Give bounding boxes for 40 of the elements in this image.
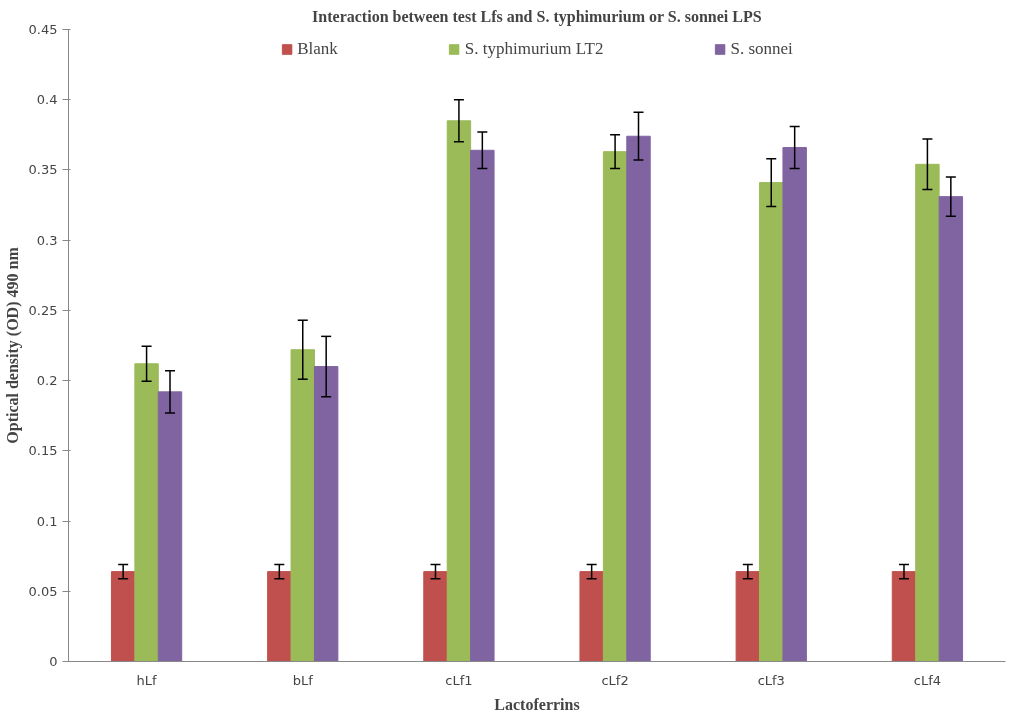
y-tick-label: 0.4 (36, 92, 58, 108)
x-tick-label: cLf2 (601, 672, 629, 688)
bar (626, 135, 651, 662)
y-tick-label: 0.15 (28, 443, 58, 459)
bar (915, 163, 940, 662)
legend-label: Blank (297, 39, 338, 59)
bar (759, 182, 784, 662)
x-tick-label: cLf1 (445, 672, 473, 688)
bar (782, 146, 807, 662)
y-tick-label: 0.35 (28, 162, 58, 178)
bar (602, 151, 628, 662)
bar (735, 571, 761, 662)
y-tick-label: 0 (49, 654, 58, 669)
x-tick-label: bLf (292, 672, 314, 688)
bar (313, 366, 339, 662)
y-axis-title: Optical density (OD) 490 nm (3, 246, 22, 444)
legend-label: S. typhimurium LT2 (464, 39, 604, 59)
bar (470, 149, 495, 662)
bar (423, 571, 448, 662)
bar (267, 571, 292, 662)
chart-title: Interaction between test Lfs and S. typhimurium or S. sonnei LPS (312, 7, 762, 26)
bar (134, 363, 159, 662)
bar (891, 571, 917, 662)
bar (579, 571, 604, 662)
y-tick-label: 0.05 (28, 583, 58, 599)
x-tick-label: hLf (136, 672, 158, 688)
x-axis-title: Lactoferrins (494, 695, 580, 713)
legend-label: S. sonnei (730, 39, 793, 59)
bar (157, 391, 183, 662)
bar (446, 120, 472, 662)
bar (290, 349, 315, 662)
y-tick-label: 0.2 (36, 373, 58, 389)
bar (110, 571, 136, 662)
bar (938, 196, 964, 662)
y-tick-label: 0.45 (28, 22, 58, 37)
x-tick-label: cLf3 (757, 672, 785, 688)
y-tick-label: 0.3 (36, 232, 58, 248)
y-tick-label: 0.1 (36, 513, 58, 529)
y-tick-label: 0.25 (28, 302, 58, 318)
x-tick-label: cLf4 (913, 672, 942, 688)
